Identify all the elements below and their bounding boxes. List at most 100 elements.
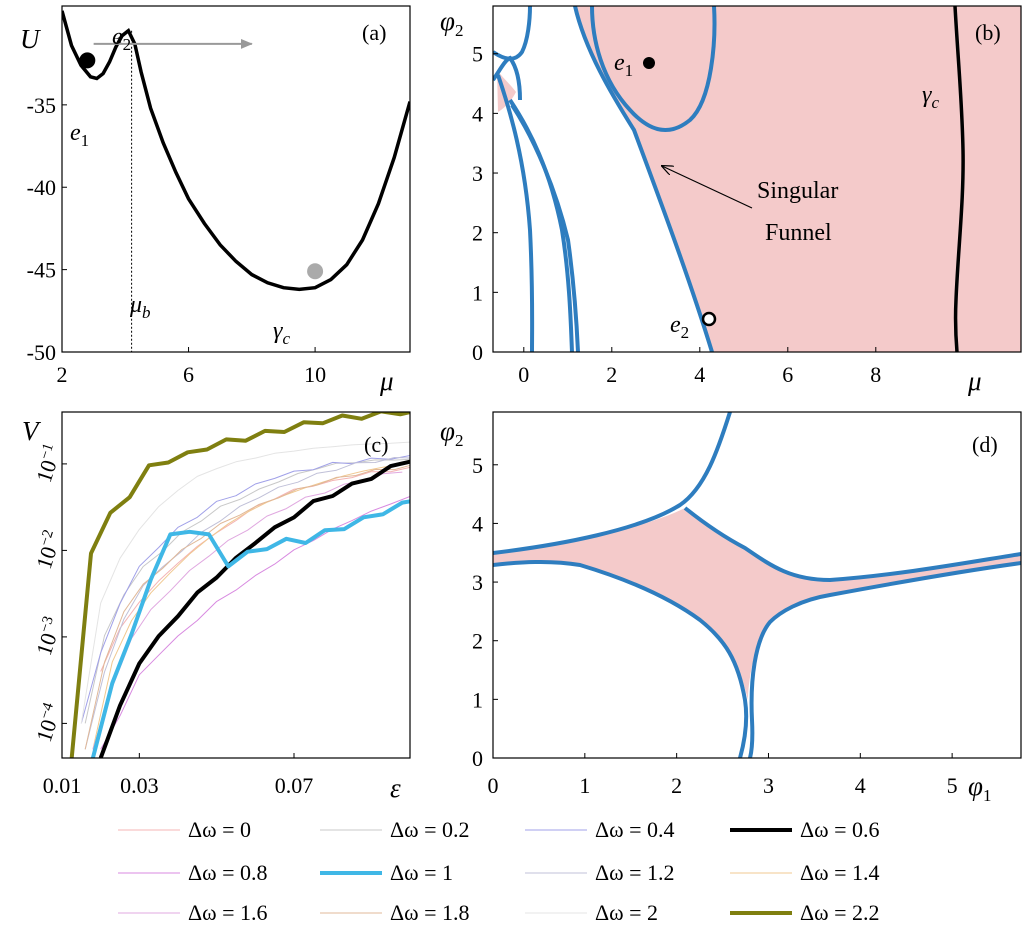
panel-c-xtick-label: 0.01 [43,773,82,798]
panel-c-xlabel: ε [390,773,401,803]
panel-c-ytick-label: 10−3 [30,614,66,658]
panel-d-ylabel: φ2 [440,416,463,450]
panel-d-ytick-label: 1 [472,687,483,712]
panel-a-ytick-label: -45 [27,258,56,283]
panel-a-ytick-label: -40 [27,175,56,200]
panel-b-xtick-label: 0 [518,362,529,387]
panel-b-contours [493,6,717,352]
panel-b-ytick-label: 3 [472,161,483,186]
panel-c-ylabel: V [22,416,42,446]
panel-b-e1-point [643,57,655,69]
panel-b-xtick-label: 2 [606,362,617,387]
panel-d-xtick-label: 4 [855,773,866,798]
panel-c-series-line [100,496,410,750]
panel-a-xtick-label: 10 [304,362,326,387]
legend-item: Δω = 0.8 [118,860,268,885]
panel-d-ytick-label: 4 [472,511,483,536]
legend-label: Δω = 1.2 [595,860,675,885]
panel-a-frame [61,5,411,353]
panel-b-left-curve-3 [510,103,580,352]
panel-b-label: (b) [975,20,1001,45]
panel-d-upper-left-boundary [493,412,732,555]
panel-c-label: (c) [364,432,388,457]
panel-d-frame [492,411,1022,759]
panel-c-series-line [90,499,410,758]
legend-label: Δω = 0.6 [800,817,880,842]
legend-item: Δω = 0.2 [320,817,470,842]
panel-c-xtick-label: 0.03 [120,773,159,798]
panel-c-series-line [69,412,410,758]
panel-b-e1-label: e1 [614,50,633,80]
panel-d-xtick-label: 2 [671,773,682,798]
panel-d-xlabel: φ1 [968,771,991,805]
legend-item: Δω = 1.2 [525,860,675,885]
legend-label: Δω = 0 [188,817,251,842]
legend-label: Δω = 1.8 [390,900,470,925]
panel-b: 0 2 4 6 8 0 1 2 3 4 5 (b) φ2 μ e1 e2 γc Singular F… [440,5,1022,396]
legend-label: Δω = 0.4 [595,817,675,842]
panel-a: 2 6 10 -35 -40 -45 -50 (a) U μ e1 e2 μb γc [20,5,411,396]
panel-a-ytick-label: -35 [27,93,56,118]
panel-d-xtick-label: 0 [488,773,499,798]
panel-c-series-line [84,458,410,724]
panel-b-xtick-label: 8 [870,362,881,387]
panel-c-ytick-label: 10−4 [30,700,67,745]
legend-item: Δω = 0 [118,817,251,842]
panel-b-ytick-label: 2 [472,221,483,246]
panel-b-left-curve-1 [496,74,535,352]
legend-label: Δω = 2.2 [800,900,880,925]
panel-d-lower-left-boundary [493,559,749,758]
panel-b-gamma-label: γc [922,82,939,112]
panel-b-frame [492,5,1022,353]
panel-c-series-line [80,441,410,724]
panel-d: 0 1 2 3 4 5 0 1 2 3 4 5 (d) φ2 φ1 [440,411,1022,805]
panel-d-ytick-label: 2 [472,629,483,654]
panel-a-e1-label: e1 [70,120,89,150]
panel-b-left-loop [493,6,532,61]
panel-b-funnel-boundary [573,6,714,352]
panel-a-potential-curve [62,10,410,292]
panel-b-funnel-region [575,6,1021,352]
panel-d-funnel-region [493,508,1021,700]
legend-label: Δω = 1 [390,860,453,885]
panel-d-lower-right-boundary [748,561,1021,758]
panel-b-annotation-line2: Funnel [765,220,832,246]
panel-b-xtick-label: 6 [782,362,793,387]
panel-b-ytick-label: 4 [472,101,483,126]
panel-a-e1-point [79,52,96,69]
panel-a-xlabel: μ [379,366,394,396]
panel-b-e1-loop [590,6,717,132]
legend-label: Δω = 0.8 [188,860,268,885]
panel-c: 0.01 0.03 0.07 10−1 10−2 10−3 10−4 (c) V ε [22,411,411,803]
panel-d-xtick-label: 3 [763,773,774,798]
legend-label: Δω = 0.2 [390,817,470,842]
panel-b-annotation-line1: Singular [757,178,838,204]
panel-b-xlabel: μ [967,366,982,396]
legend-item: Δω = 1.4 [730,860,880,885]
panel-d-contours [493,412,1021,758]
panel-b-e2-point [701,311,717,327]
panel-c-series-line [100,466,410,672]
legend-item: Δω = 0.6 [730,817,880,842]
legend-item: Δω = 1.6 [118,900,268,925]
panel-a-xtick-label: 6 [183,362,194,387]
panel-d-xtick-label: 1 [579,773,590,798]
panel-c-ytick-label: 10−2 [30,528,66,572]
panel-d-ytick-label: 0 [472,746,483,771]
panel-b-gamma-curve [953,6,965,352]
panel-b-axes: 0 2 4 6 8 0 1 2 3 4 5 [472,42,881,387]
legend: Δω = 0 Δω = 0.2 Δω = 0.4 Δω = 0.6 Δω = 0.8 Δω… [118,817,880,925]
panel-c-series-line [84,457,410,750]
panel-b-left-curve-4 [493,55,522,101]
legend-item: Δω = 0.4 [525,817,675,842]
panel-a-gamma-label: γc [273,318,290,348]
panel-b-ytick-label: 5 [472,42,483,67]
panel-a-label: (a) [362,20,386,45]
panel-c-series-line [84,464,410,750]
panel-a-ylabel: U [20,24,41,54]
panel-d-ytick-label: 5 [472,453,483,478]
legend-label: Δω = 1.4 [800,860,880,885]
panel-a-gamma-point [307,263,324,280]
legend-item: Δω = 1 [320,860,453,885]
